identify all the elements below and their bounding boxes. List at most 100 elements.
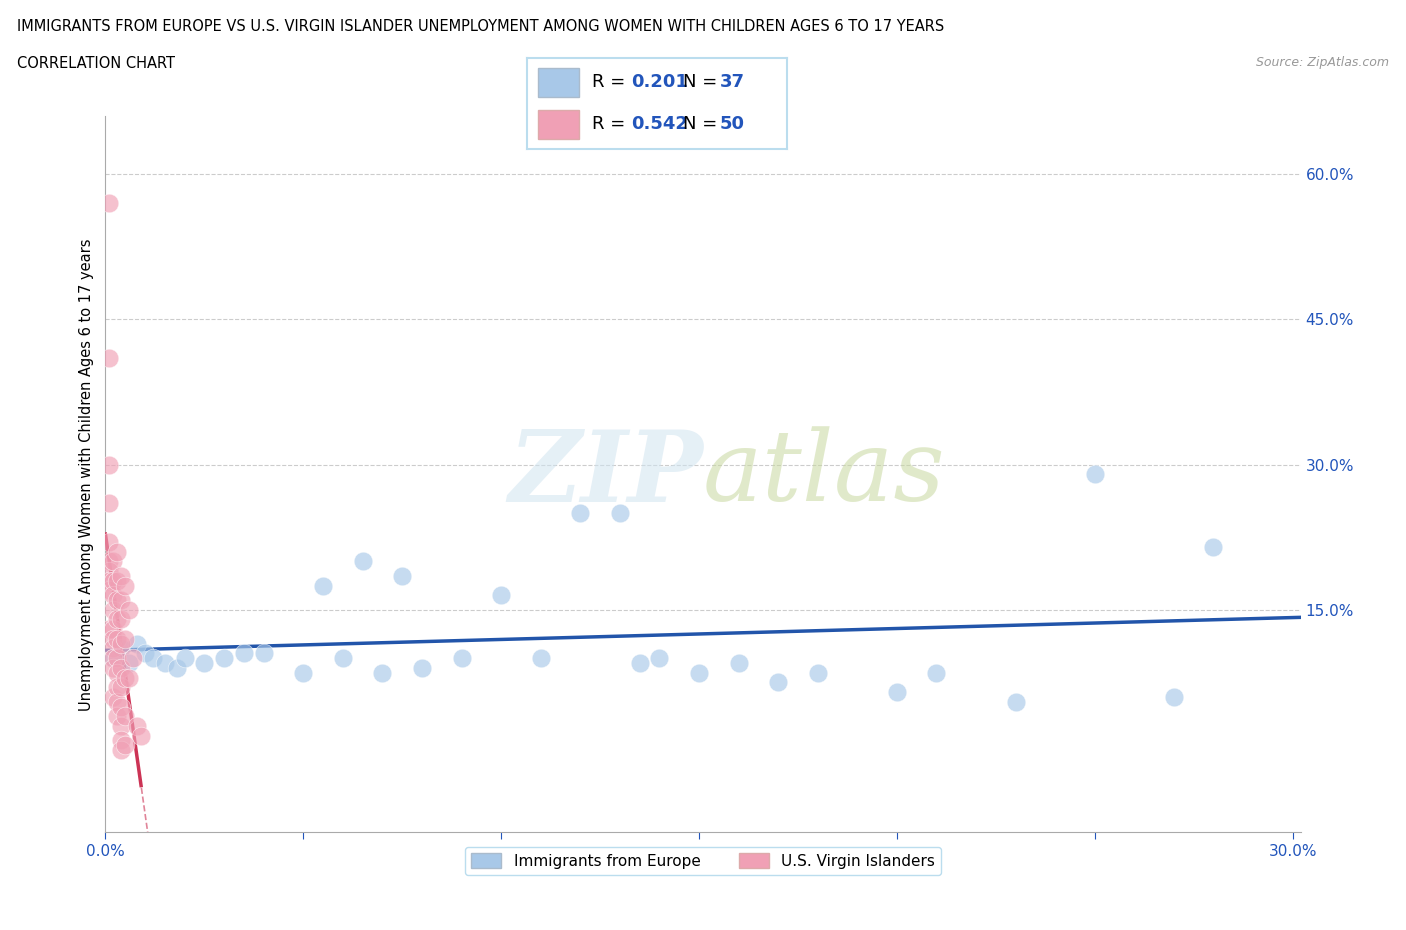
Point [110, 680, 132, 695]
Point [114, 709, 136, 724]
Point [105, 592, 128, 607]
Point [98, 458, 121, 472]
Point [103, 651, 125, 666]
Point [114, 631, 136, 646]
Point [489, 588, 512, 603]
Text: N =: N = [683, 73, 723, 91]
Point [118, 656, 141, 671]
Point [98, 554, 121, 569]
Point [98, 621, 121, 636]
Point [1202, 539, 1225, 554]
Text: CORRELATION CHART: CORRELATION CHART [17, 56, 174, 71]
Point [103, 554, 125, 569]
Point [105, 631, 128, 646]
Point [105, 544, 128, 559]
Bar [537, 68, 579, 97]
Point [1163, 689, 1185, 704]
Text: 50: 50 [720, 115, 745, 133]
Point [727, 656, 749, 671]
Point [312, 578, 335, 593]
Point [142, 651, 165, 666]
Point [98, 351, 121, 365]
Point [98, 564, 121, 578]
Point [110, 699, 132, 714]
Point [110, 612, 132, 627]
Point [134, 646, 156, 661]
Point [103, 660, 125, 675]
Point [129, 728, 152, 743]
Point [105, 651, 128, 666]
Point [103, 621, 125, 636]
Point [153, 656, 176, 671]
Point [371, 665, 394, 680]
Text: R =: R = [592, 73, 631, 91]
Point [105, 709, 128, 724]
Point [886, 684, 908, 699]
Point [110, 592, 132, 607]
Point [110, 641, 132, 656]
Legend: Immigrants from Europe, U.S. Virgin Islanders: Immigrants from Europe, U.S. Virgin Isla… [464, 846, 942, 875]
Y-axis label: Unemployment Among Women with Children Ages 6 to 17 years: Unemployment Among Women with Children A… [79, 238, 94, 711]
Point [530, 651, 553, 666]
Point [103, 631, 125, 646]
Point [103, 573, 125, 588]
Point [98, 583, 121, 598]
Point [122, 651, 145, 666]
Point [103, 588, 125, 603]
Text: atlas: atlas [703, 427, 946, 522]
Text: N =: N = [683, 115, 723, 133]
Point [105, 573, 128, 588]
Point [103, 689, 125, 704]
Point [648, 651, 671, 666]
Point [925, 665, 948, 680]
Point [110, 719, 132, 734]
Point [166, 660, 188, 675]
Point [114, 737, 136, 752]
Point [391, 568, 413, 583]
Point [103, 651, 125, 666]
Point [118, 671, 141, 685]
Point [1084, 467, 1107, 482]
Point [105, 695, 128, 710]
Point [352, 554, 374, 569]
Point [114, 578, 136, 593]
Point [110, 660, 132, 675]
Point [110, 568, 132, 583]
Point [569, 506, 592, 521]
Point [98, 535, 121, 550]
Text: 0.201: 0.201 [631, 73, 688, 91]
Point [98, 496, 121, 511]
Point [1004, 695, 1026, 710]
Point [114, 671, 136, 685]
Point [807, 665, 830, 680]
Point [118, 603, 141, 618]
Point [332, 651, 354, 666]
Point [103, 641, 125, 656]
Point [292, 665, 315, 680]
Point [110, 733, 132, 748]
Point [105, 665, 128, 680]
Point [105, 680, 128, 695]
Point [98, 573, 121, 588]
Point [450, 651, 472, 666]
Point [127, 636, 149, 651]
Point [688, 665, 710, 680]
Text: Source: ZipAtlas.com: Source: ZipAtlas.com [1256, 56, 1389, 69]
Text: IMMIGRANTS FROM EUROPE VS U.S. VIRGIN ISLANDER UNEMPLOYMENT AMONG WOMEN WITH CHI: IMMIGRANTS FROM EUROPE VS U.S. VIRGIN IS… [17, 19, 943, 33]
Point [233, 646, 256, 661]
Point [127, 719, 149, 734]
Point [766, 675, 789, 690]
Point [212, 651, 235, 666]
Point [411, 660, 433, 675]
Point [103, 603, 125, 618]
Text: R =: R = [592, 115, 631, 133]
Text: 0.542: 0.542 [631, 115, 688, 133]
Bar [537, 110, 579, 139]
Text: ZIP: ZIP [508, 426, 703, 523]
Point [253, 646, 276, 661]
Point [110, 636, 132, 651]
Point [193, 656, 215, 671]
Point [98, 196, 121, 211]
Text: 37: 37 [720, 73, 745, 91]
Point [628, 656, 651, 671]
